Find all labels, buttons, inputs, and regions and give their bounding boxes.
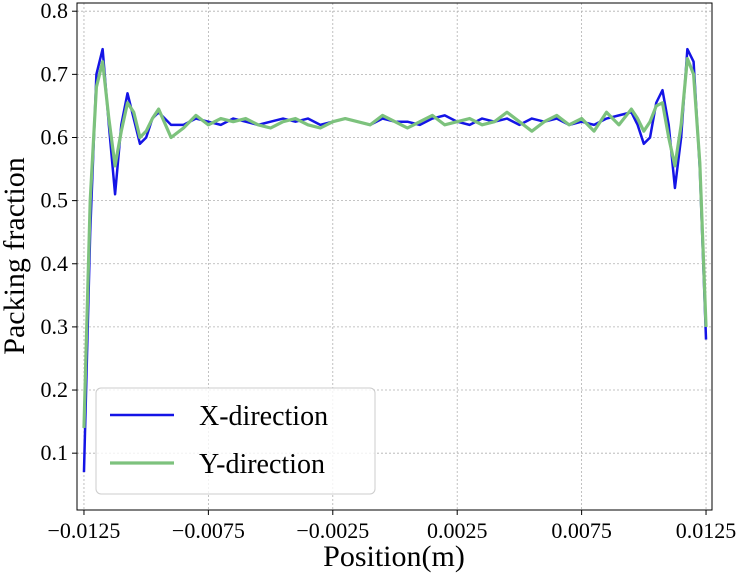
y-tick-label: 0.8 (41, 0, 69, 23)
x-tick-label: −0.0025 (296, 518, 369, 543)
y-tick-label: 0.3 (41, 314, 69, 339)
legend-label: X-direction (199, 401, 328, 432)
legend-label: Y-direction (199, 449, 325, 480)
x-tick-label: −0.0125 (48, 518, 121, 543)
data-line (82, 56, 708, 428)
y-tick-label: 0.2 (41, 377, 69, 402)
legend: X-direction Y-direction (95, 387, 376, 495)
y-axis-label: Packing fraction (0, 157, 31, 354)
y-tick-label: 0.7 (41, 61, 69, 86)
x-axis-label: Position(m) (323, 540, 465, 573)
y-tick-label: 0.1 (41, 440, 69, 465)
x-tick-label: −0.0075 (172, 518, 245, 543)
x-tick-label: 0.0075 (551, 518, 612, 543)
y-tick-label: 0.5 (41, 188, 69, 213)
y-tick-label: 0.4 (41, 251, 69, 276)
plot-frame (76, 2, 713, 511)
y-tick-label: 0.6 (41, 124, 69, 149)
x-tick-label: 0.0125 (676, 518, 737, 543)
x-tick-label: 0.0025 (427, 518, 488, 543)
